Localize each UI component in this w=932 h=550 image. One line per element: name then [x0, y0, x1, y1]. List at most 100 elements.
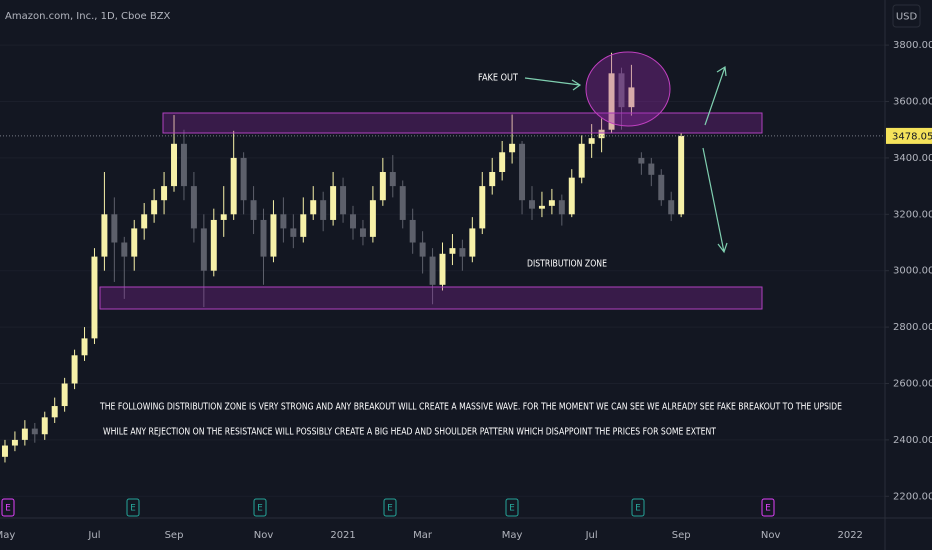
candle-body — [499, 152, 506, 173]
candle-body — [330, 186, 337, 220]
earnings-label: E — [130, 504, 136, 514]
earnings-label: E — [635, 504, 641, 514]
y-tick-label: 3600.00 — [893, 97, 932, 108]
support-zone — [99, 286, 763, 310]
candle-body — [280, 214, 287, 229]
candle-body — [121, 242, 128, 257]
earnings-marker — [505, 498, 519, 517]
up-arrow — [704, 65, 727, 126]
resistance-zone — [162, 112, 763, 134]
candle-body — [200, 228, 207, 271]
candle-body — [369, 200, 376, 237]
candle-body — [101, 214, 108, 257]
candle-body — [260, 219, 267, 257]
candle-body — [190, 186, 197, 229]
candle-body — [588, 138, 595, 144]
candle-body — [310, 200, 317, 215]
x-tick-label: 2022 — [837, 530, 862, 541]
chart-title: Amazon.com, Inc., 1D, Cboe BZX — [5, 11, 171, 22]
y-tick-label: 3200.00 — [893, 209, 932, 220]
candle-body — [290, 228, 297, 237]
x-tick-label: Nov — [254, 530, 274, 541]
candle-body — [399, 186, 406, 220]
y-tick-label: 3800.00 — [893, 40, 932, 51]
y-tick-label: 2800.00 — [893, 322, 932, 333]
candle-body — [11, 439, 18, 446]
earnings-marker — [1, 498, 15, 517]
candle-body — [210, 219, 217, 271]
candles — [1, 52, 685, 463]
x-tick-label: Sep — [165, 530, 184, 541]
candle-body — [111, 214, 118, 243]
fake-out-label: FAKE OUT — [478, 73, 518, 84]
candle-body — [419, 242, 426, 257]
currency-button[interactable] — [892, 4, 921, 28]
candle-body — [678, 135, 685, 215]
candle-body — [389, 172, 396, 187]
candle-body — [1, 445, 8, 457]
candle-body — [529, 200, 535, 209]
candle-body — [648, 163, 655, 175]
candle-body — [439, 253, 446, 285]
candle-body — [171, 143, 177, 187]
x-tick-label: Jul — [585, 530, 598, 541]
earnings-label: E — [509, 504, 515, 514]
candle-body — [638, 157, 645, 164]
candle-body — [479, 186, 486, 229]
earnings-marker — [253, 498, 267, 517]
candle-body — [270, 214, 277, 257]
currency-label: USD — [896, 12, 918, 23]
earnings-label: E — [765, 504, 771, 514]
candle-body — [51, 406, 58, 418]
candle-body — [230, 157, 237, 215]
earnings-marker — [383, 498, 397, 517]
candle-body — [161, 186, 168, 201]
candle-body — [658, 174, 665, 201]
candle-body — [538, 205, 545, 209]
fake-out-circle — [585, 51, 671, 127]
x-tick-label: Mar — [413, 530, 433, 541]
down-arrow — [702, 147, 728, 254]
candle-body — [608, 73, 615, 130]
candle-body — [250, 200, 257, 220]
y-tick-label: 3000.00 — [893, 266, 932, 277]
y-tick-label: 2200.00 — [893, 491, 932, 502]
candle-body — [220, 214, 227, 220]
candle-body — [598, 129, 605, 139]
candle-body — [151, 200, 158, 215]
candle-body — [61, 383, 68, 407]
x-tick-label: Nov — [761, 530, 781, 541]
candle-body — [409, 219, 416, 243]
note: WHILE ANY REJECTION ON THE RESISTANCE WI… — [103, 427, 716, 438]
x-tick-label: May — [502, 530, 523, 541]
candle-body — [519, 143, 526, 201]
candle-body — [429, 256, 436, 285]
y-tick-label: 2600.00 — [893, 378, 932, 389]
earnings-marker — [631, 498, 645, 517]
arrows — [524, 65, 728, 254]
candle-body — [548, 200, 555, 206]
earnings-marker — [761, 498, 775, 517]
candle-body — [91, 256, 98, 339]
candle-body — [141, 214, 148, 229]
candle-body — [568, 177, 575, 215]
candle-body — [320, 200, 327, 220]
candle-body — [41, 417, 48, 435]
candle-body — [469, 228, 476, 257]
earnings-marker — [126, 498, 140, 517]
candle-body — [489, 172, 496, 187]
candle-body — [578, 143, 585, 178]
candle-body — [71, 355, 78, 384]
candle-body — [300, 214, 307, 237]
candle-body — [459, 248, 466, 257]
x-tick-label: May — [0, 530, 15, 541]
candle-body — [180, 143, 187, 187]
candle-body — [21, 428, 28, 440]
last-price-label: 3478.05 — [892, 131, 932, 142]
candle-body — [359, 228, 366, 237]
candle-body — [31, 428, 38, 435]
x-tick-label: Jul — [87, 530, 100, 541]
last-price-box — [886, 127, 932, 144]
